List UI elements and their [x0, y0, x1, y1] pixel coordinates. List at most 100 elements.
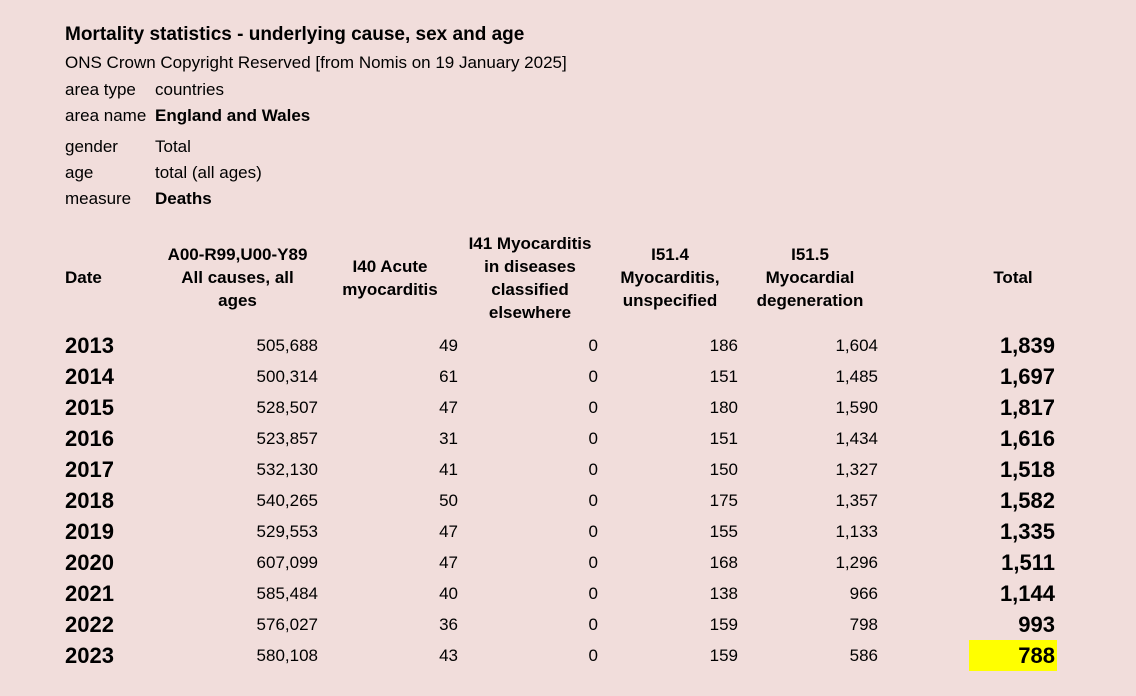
- cell-all-causes: 500,314: [256, 366, 318, 386]
- meta-label-age: age: [65, 163, 94, 182]
- meta-row-measure: measure Deaths: [65, 186, 1136, 212]
- table-row: 2016 523,857 31 0 151 1,434 1,616: [65, 423, 1057, 454]
- cell-all-causes: 585,484: [256, 583, 318, 603]
- cell-all-causes: 505,688: [256, 335, 318, 355]
- column-header-spacer: [880, 225, 969, 330]
- cell-total: 1,511: [1001, 549, 1055, 575]
- row-year: 2014: [65, 363, 114, 389]
- metadata-block-2: gender Total age total (all ages) measure D…: [65, 134, 1136, 212]
- cell-i51-4: 168: [709, 552, 738, 572]
- meta-row-age: age total (all ages): [65, 160, 1136, 186]
- cell-i51-5: 586: [849, 645, 878, 665]
- meta-row-area-type: area type countries: [65, 77, 1136, 103]
- cell-all-causes: 607,099: [256, 552, 318, 572]
- cell-total: 1,582: [999, 487, 1055, 513]
- table-row: 2015 528,507 47 0 180 1,590 1,817: [65, 392, 1057, 423]
- column-header-date: Date: [65, 268, 102, 287]
- cell-total-highlighted: 788: [969, 640, 1057, 671]
- cell-i40: 50: [439, 490, 458, 510]
- page-title: Mortality statistics - underlying cause,…: [65, 24, 525, 45]
- row-year: 2019: [65, 518, 114, 544]
- cell-all-causes: 576,027: [256, 614, 318, 634]
- cell-i40: 40: [439, 583, 458, 603]
- cell-total: 1,697: [999, 363, 1055, 389]
- row-year: 2018: [65, 487, 114, 513]
- cell-total: 993: [1018, 611, 1055, 637]
- cell-total: 1,839: [999, 332, 1055, 358]
- meta-value-age: total (all ages): [155, 163, 262, 182]
- cell-i41: 0: [588, 583, 598, 603]
- cell-i41: 0: [588, 552, 598, 572]
- meta-label-area-type: area type: [65, 80, 136, 99]
- cell-i51-4: 186: [709, 335, 738, 355]
- cell-all-causes: 580,108: [256, 645, 318, 665]
- cell-i40: 43: [439, 645, 458, 665]
- table-header-row: Date A00-R99,U00-Y89 All causes, all age…: [65, 225, 1057, 330]
- cell-i41: 0: [588, 521, 598, 541]
- spacer-cell: [880, 609, 969, 640]
- cell-all-causes: 540,265: [256, 490, 318, 510]
- row-year: 2021: [65, 580, 114, 606]
- cell-i41: 0: [588, 366, 598, 386]
- spacer-cell: [880, 485, 969, 516]
- mortality-report: Mortality statistics - underlying cause,…: [65, 24, 1136, 671]
- table-row: 2020 607,099 47 0 168 1,296 1,511: [65, 547, 1057, 578]
- cell-i41: 0: [588, 645, 598, 665]
- cell-i40: 49: [439, 335, 458, 355]
- row-year: 2020: [65, 549, 114, 575]
- cell-total: 1,817: [999, 394, 1055, 420]
- cell-i40: 61: [439, 366, 458, 386]
- cell-total: 1,518: [999, 456, 1055, 482]
- meta-value-area-name: England and Wales: [155, 106, 311, 125]
- cell-i51-4: 138: [709, 583, 738, 603]
- table-row: 2021 585,484 40 0 138 966 1,144: [65, 578, 1057, 609]
- meta-label-measure: measure: [65, 189, 132, 208]
- table-row: 2014 500,314 61 0 151 1,485 1,697: [65, 361, 1057, 392]
- cell-i51-5: 1,296: [835, 552, 878, 572]
- cell-i51-5: 1,327: [835, 459, 878, 479]
- cell-i51-4: 159: [709, 614, 738, 634]
- spacer-cell: [880, 330, 969, 361]
- table-row: 2013 505,688 49 0 186 1,604 1,839: [65, 330, 1057, 361]
- column-header-i51-4: I51.4 Myocarditis, unspecified: [620, 245, 720, 310]
- column-header-i41: I41 Myocarditis in diseases classified e…: [468, 233, 592, 322]
- cell-all-causes: 532,130: [256, 459, 318, 479]
- cell-i40: 31: [439, 428, 458, 448]
- mortality-table: Date A00-R99,U00-Y89 All causes, all age…: [65, 225, 1057, 671]
- cell-i51-5: 1,485: [835, 366, 878, 386]
- spacer-cell: [880, 516, 969, 547]
- cell-i40: 47: [439, 521, 458, 541]
- meta-value-measure: Deaths: [155, 189, 212, 208]
- row-year: 2016: [65, 425, 114, 451]
- spacer-cell: [880, 547, 969, 578]
- cell-i40: 47: [439, 552, 458, 572]
- cell-i51-4: 150: [709, 459, 738, 479]
- column-header-all-causes: A00-R99,U00-Y89 All causes, all ages: [167, 245, 308, 310]
- table-row: 2019 529,553 47 0 155 1,133 1,335: [65, 516, 1057, 547]
- table-row: 2022 576,027 36 0 159 798 993: [65, 609, 1057, 640]
- cell-i51-5: 1,604: [835, 335, 878, 355]
- table-row: 2023 580,108 43 0 159 586 788: [65, 640, 1057, 671]
- meta-label-area-name: area name: [65, 106, 147, 125]
- copyright-line: ONS Crown Copyright Reserved [from Nomis…: [65, 53, 567, 72]
- table-body: 2013 505,688 49 0 186 1,604 1,839 2014 500,314 61…: [65, 330, 1057, 671]
- meta-row-area-name: area name England and Wales: [65, 103, 1136, 129]
- cell-all-causes: 523,857: [256, 428, 318, 448]
- cell-i51-4: 159: [709, 645, 738, 665]
- column-header-i40: I40 Acute myocarditis: [342, 256, 438, 299]
- cell-i51-4: 151: [709, 428, 738, 448]
- cell-i40: 36: [439, 614, 458, 634]
- cell-i51-4: 155: [709, 521, 738, 541]
- cell-all-causes: 529,553: [256, 521, 318, 541]
- spacer-cell: [880, 423, 969, 454]
- cell-i51-5: 1,357: [835, 490, 878, 510]
- cell-i51-5: 1,133: [835, 521, 878, 541]
- row-year: 2017: [65, 456, 114, 482]
- cell-i40: 47: [439, 397, 458, 417]
- spacer-cell: [880, 392, 969, 423]
- cell-i41: 0: [588, 397, 598, 417]
- cell-total: 1,144: [999, 580, 1055, 606]
- cell-i51-5: 1,434: [835, 428, 878, 448]
- cell-i41: 0: [588, 490, 598, 510]
- meta-label-gender: gender: [65, 137, 118, 156]
